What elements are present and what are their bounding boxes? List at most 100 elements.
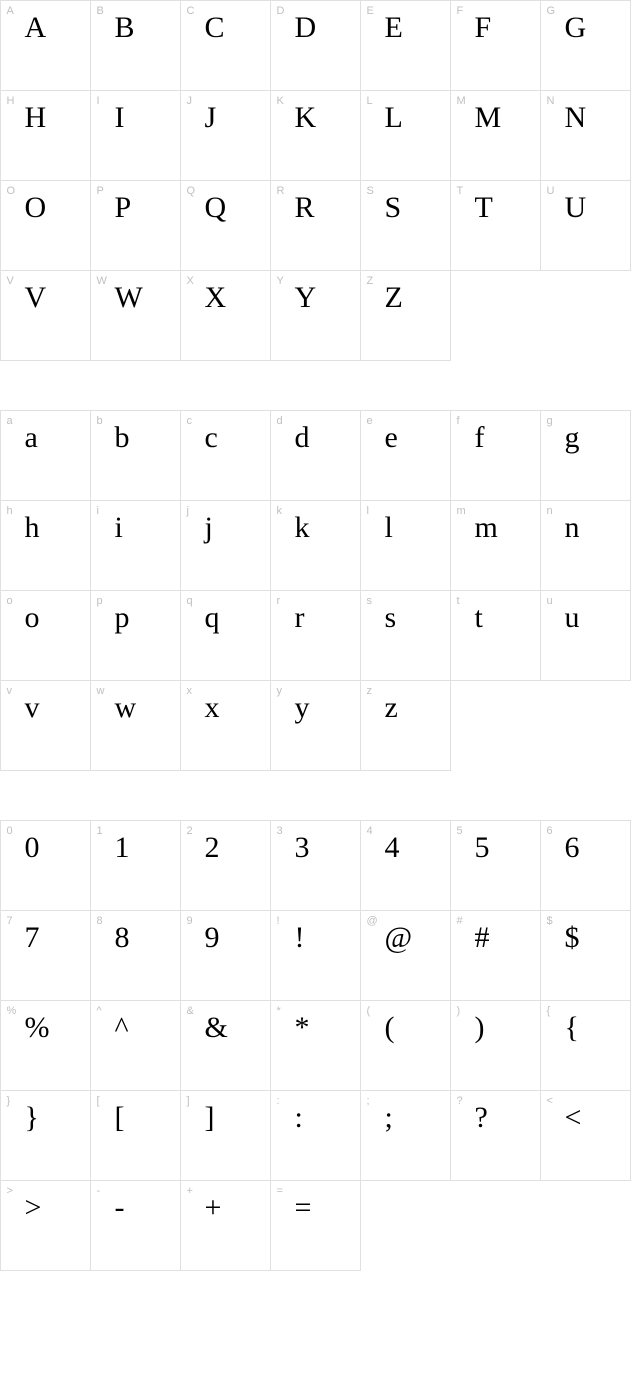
glyph-cell-label: n bbox=[547, 505, 553, 517]
glyph-cell-glyph: = bbox=[295, 1193, 312, 1223]
glyph-cell: << bbox=[540, 1090, 631, 1181]
glyph-cell-label: w bbox=[97, 685, 105, 697]
glyph-cell-glyph: [ bbox=[115, 1103, 125, 1133]
glyph-cell-label: [ bbox=[97, 1095, 100, 1107]
glyph-cell: ee bbox=[360, 410, 451, 501]
glyph-cell: 66 bbox=[540, 820, 631, 911]
glyph-cell-label: R bbox=[277, 185, 285, 197]
section-digits-symbols: 00112233445566778899!!@@##$$%%^^&&**(())… bbox=[0, 820, 640, 1270]
glyph-cell-glyph: } bbox=[25, 1103, 39, 1133]
glyph-cell: pp bbox=[90, 590, 181, 681]
glyph-cell-label: ( bbox=[367, 1005, 371, 1017]
glyph-cell-glyph: X bbox=[205, 283, 227, 313]
glyph-cell-label: < bbox=[547, 1095, 553, 1107]
glyph-cell: ]] bbox=[180, 1090, 271, 1181]
glyph-cell-label: u bbox=[547, 595, 553, 607]
glyph-cell-glyph: j bbox=[205, 513, 213, 543]
glyph-cell-label: ^ bbox=[97, 1005, 102, 1017]
glyph-cell: bb bbox=[90, 410, 181, 501]
glyph-cell-glyph: f bbox=[475, 423, 485, 453]
glyph-cell: 88 bbox=[90, 910, 181, 1001]
glyph-cell-glyph: 2 bbox=[205, 833, 220, 863]
glyph-cell-label: b bbox=[97, 415, 103, 427]
glyph-cell-glyph: d bbox=[295, 423, 310, 453]
glyph-cell-glyph: c bbox=[205, 423, 218, 453]
glyph-cell: -- bbox=[90, 1180, 181, 1271]
glyph-cell: (( bbox=[360, 1000, 451, 1091]
glyph-cell: == bbox=[270, 1180, 361, 1271]
glyph-cell-label: @ bbox=[367, 915, 378, 927]
glyph-cell: GG bbox=[540, 0, 631, 91]
glyph-cell-glyph: m bbox=[475, 513, 498, 543]
glyph-cell: jj bbox=[180, 500, 271, 591]
glyph-cell-label: & bbox=[187, 1005, 194, 1017]
glyph-cell-glyph: G bbox=[565, 13, 587, 43]
glyph-cell: 99 bbox=[180, 910, 271, 1001]
glyph-cell: $$ bbox=[540, 910, 631, 1001]
glyph-specimen: AABBCCDDEEFFGGHHIIJJKKLLMMNNOOPPQQRRSSTT… bbox=[0, 0, 640, 1270]
glyph-cell-label: D bbox=[277, 5, 285, 17]
glyph-cell: ++ bbox=[180, 1180, 271, 1271]
glyph-grid: aabbccddeeffgghhiijjkkllmmnnooppqqrrsstt… bbox=[0, 410, 640, 770]
glyph-cell-glyph: ] bbox=[205, 1103, 215, 1133]
glyph-cell-glyph: h bbox=[25, 513, 40, 543]
glyph-cell: %% bbox=[0, 1000, 91, 1091]
glyph-cell-glyph: 4 bbox=[385, 833, 400, 863]
glyph-cell-glyph: T bbox=[475, 193, 493, 223]
glyph-cell: ;; bbox=[360, 1090, 451, 1181]
glyph-cell-label: ) bbox=[457, 1005, 461, 1017]
glyph-cell: OO bbox=[0, 180, 91, 271]
glyph-cell-label: V bbox=[7, 275, 14, 287]
glyph-grid: AABBCCDDEEFFGGHHIIJJKKLLMMNNOOPPQQRRSSTT… bbox=[0, 0, 640, 360]
glyph-cell-label: t bbox=[457, 595, 460, 607]
glyph-cell: }} bbox=[0, 1090, 91, 1181]
glyph-cell-label: X bbox=[187, 275, 194, 287]
glyph-cell-glyph: < bbox=[565, 1103, 582, 1133]
glyph-cell-label: i bbox=[97, 505, 99, 517]
glyph-cell: ii bbox=[90, 500, 181, 591]
glyph-cell-glyph: N bbox=[565, 103, 587, 133]
glyph-cell: QQ bbox=[180, 180, 271, 271]
glyph-cell-label: - bbox=[97, 1185, 101, 1197]
glyph-cell-label: C bbox=[187, 5, 195, 17]
glyph-cell-label: o bbox=[7, 595, 13, 607]
glyph-cell: xx bbox=[180, 680, 271, 771]
glyph-cell-glyph: E bbox=[385, 13, 403, 43]
glyph-cell-label: 9 bbox=[187, 915, 193, 927]
glyph-cell-glyph: L bbox=[385, 103, 403, 133]
glyph-cell: HH bbox=[0, 90, 91, 181]
glyph-cell: 55 bbox=[450, 820, 541, 911]
glyph-cell-label: a bbox=[7, 415, 13, 427]
glyph-cell-glyph: ; bbox=[385, 1103, 393, 1133]
glyph-cell: && bbox=[180, 1000, 271, 1091]
glyph-cell-label: 8 bbox=[97, 915, 103, 927]
glyph-cell-glyph: O bbox=[25, 193, 47, 223]
glyph-cell-glyph: u bbox=[565, 603, 580, 633]
glyph-cell-glyph: & bbox=[205, 1013, 228, 1043]
glyph-cell-label: A bbox=[7, 5, 14, 17]
glyph-cell-glyph: e bbox=[385, 423, 398, 453]
glyph-cell-glyph: Z bbox=[385, 283, 403, 313]
glyph-cell-label: 0 bbox=[7, 825, 13, 837]
glyph-cell-glyph: ? bbox=[475, 1103, 488, 1133]
glyph-cell: EE bbox=[360, 0, 451, 91]
glyph-cell-glyph: W bbox=[115, 283, 143, 313]
glyph-cell: :: bbox=[270, 1090, 361, 1181]
glyph-cell-label: 3 bbox=[277, 825, 283, 837]
glyph-cell-label: Q bbox=[187, 185, 196, 197]
glyph-cell-label: N bbox=[547, 95, 555, 107]
glyph-cell-glyph: > bbox=[25, 1193, 42, 1223]
glyph-cell-glyph: 5 bbox=[475, 833, 490, 863]
glyph-cell-label: 4 bbox=[367, 825, 373, 837]
glyph-cell-label: r bbox=[277, 595, 281, 607]
glyph-cell-label: { bbox=[547, 1005, 551, 1017]
glyph-cell-label: H bbox=[7, 95, 15, 107]
glyph-cell-glyph: i bbox=[115, 513, 123, 543]
glyph-cell-label: 6 bbox=[547, 825, 553, 837]
glyph-cell: 33 bbox=[270, 820, 361, 911]
glyph-cell-label: 7 bbox=[7, 915, 13, 927]
glyph-cell-label: L bbox=[367, 95, 373, 107]
glyph-cell: RR bbox=[270, 180, 361, 271]
glyph-cell: ss bbox=[360, 590, 451, 681]
glyph-cell-glyph: q bbox=[205, 603, 220, 633]
